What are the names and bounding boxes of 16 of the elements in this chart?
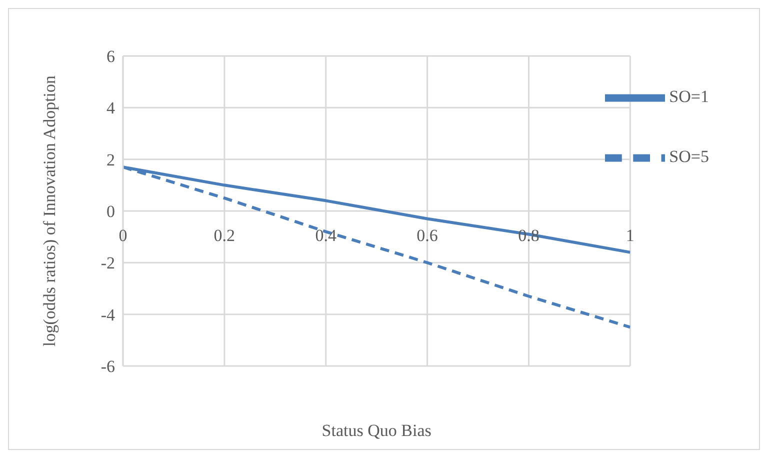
y-tick-label: 2	[106, 150, 115, 170]
x-tick-label: 0	[118, 226, 128, 245]
legend-label: SO=5	[669, 146, 709, 166]
y-tick-label: 0	[106, 202, 115, 222]
x-tick-label: 1	[626, 226, 634, 245]
x-tick-label: 0.4	[315, 226, 337, 245]
y-tick-label: 4	[106, 98, 116, 118]
y-tick-label: -4	[100, 305, 116, 324]
y-tick-label: -6	[100, 357, 115, 376]
x-tick-label: 0.2	[214, 226, 236, 245]
legend-label: SO=1	[669, 86, 709, 106]
y-tick-label: 6	[106, 47, 115, 66]
y-tick-label: -2	[100, 254, 115, 273]
x-tick-label: 0.6	[416, 226, 438, 245]
x-axis-title: Status Quo Bias	[322, 421, 432, 440]
y-axis-title: log(odds ratios) of Innovation Adoption	[40, 74, 60, 347]
